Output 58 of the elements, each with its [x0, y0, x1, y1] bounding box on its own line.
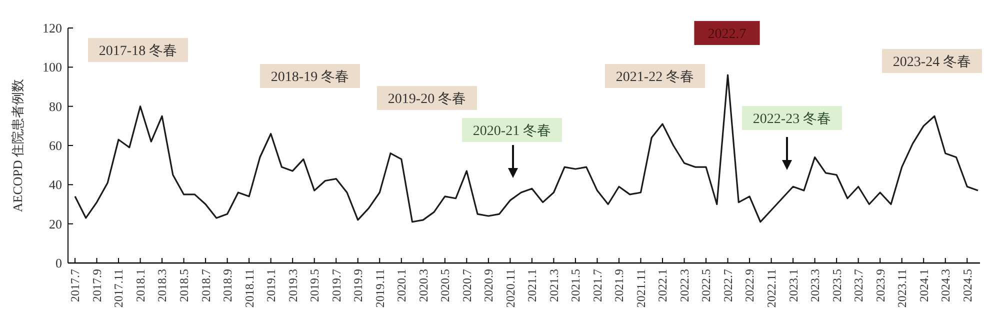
x-tick-label: 2020.11 [503, 269, 518, 308]
y-tick-label: 0 [56, 256, 62, 271]
x-tick-label: 2017.7 [68, 269, 82, 302]
x-tick-label: 2020.7 [460, 269, 474, 302]
x-tick-label: 2018.7 [198, 269, 213, 302]
y-axis-title: AECOPD 住院患者例数 [10, 78, 25, 212]
y-tick-label: 20 [49, 216, 62, 232]
x-tick-label: 2018.1 [133, 269, 148, 302]
x-tick-label: 2018.11 [242, 269, 256, 308]
x-tick-label: 2022.1 [656, 269, 670, 302]
x-tick-label: 2024.3 [938, 269, 953, 302]
x-tick-label: 2021.1 [525, 269, 540, 302]
x-tick-label: 2021.3 [546, 269, 561, 302]
x-tick-label: 2017.9 [90, 269, 104, 302]
x-tick-label: 2023.1 [786, 269, 800, 302]
x-tick-label: 2020.3 [416, 269, 430, 302]
x-tick-label: 2021.5 [568, 269, 583, 302]
annotation: 2023-24 冬春 [892, 54, 972, 70]
x-tick-label: 2019.7 [329, 269, 344, 302]
x-tick-label: 2024.5 [960, 269, 974, 302]
y-tick-label: 80 [49, 98, 62, 114]
y-tick-label: 40 [49, 177, 62, 192]
x-tick-label: 2019.5 [308, 269, 322, 302]
x-tick-label: 2023.9 [873, 269, 888, 302]
annotation: 2022.7 [708, 26, 746, 42]
x-tick-label: 2021.9 [612, 269, 626, 302]
x-tick-label: 2024.1 [916, 269, 931, 302]
x-tick-label: 2023.7 [852, 269, 866, 302]
x-tick-label: 2021.7 [590, 269, 604, 302]
x-tick-label: 2023.11 [895, 269, 910, 308]
x-tick-label: 2020.5 [438, 269, 452, 302]
annotation: 2020-21 冬春 [472, 122, 552, 139]
x-tick-label: 2022.5 [699, 269, 714, 302]
x-tick-label: 2023.3 [808, 269, 822, 302]
x-tick-label: 2018.9 [220, 269, 235, 302]
x-tick-label: 2022.3 [677, 269, 692, 302]
x-tick-label: 2019.1 [264, 269, 278, 302]
annotation: 2017-18 冬春 [98, 42, 178, 59]
y-tick-label: 120 [42, 20, 62, 36]
x-tick-label: 2022.9 [742, 269, 757, 302]
x-tick-label: 2019.3 [286, 269, 300, 302]
x-tick-label: 2020.1 [394, 269, 409, 302]
y-tick-label: 60 [49, 138, 62, 154]
x-tick-label: 2020.9 [482, 269, 496, 302]
x-tick-label: 2018.5 [176, 269, 191, 302]
annotation: 2022-23 冬春 [752, 110, 832, 127]
x-tick-label: 2022.11 [764, 269, 778, 308]
y-tick-label: 100 [42, 60, 62, 75]
x-tick-label: 2018.3 [155, 269, 170, 302]
x-tick-label: 2019.11 [372, 269, 387, 308]
annotation: 2019-20 冬春 [388, 90, 466, 107]
annotation: 2018-19 冬春 [270, 68, 350, 85]
x-tick-label: 2017.11 [112, 269, 126, 308]
x-tick-label: 2023.5 [830, 269, 844, 302]
x-tick-label: 2021.11 [634, 269, 648, 308]
annotation: 2021-22 冬春 [616, 68, 694, 85]
x-tick-label: 2019.9 [351, 269, 366, 302]
x-tick-label: 2022.7 [720, 269, 735, 302]
